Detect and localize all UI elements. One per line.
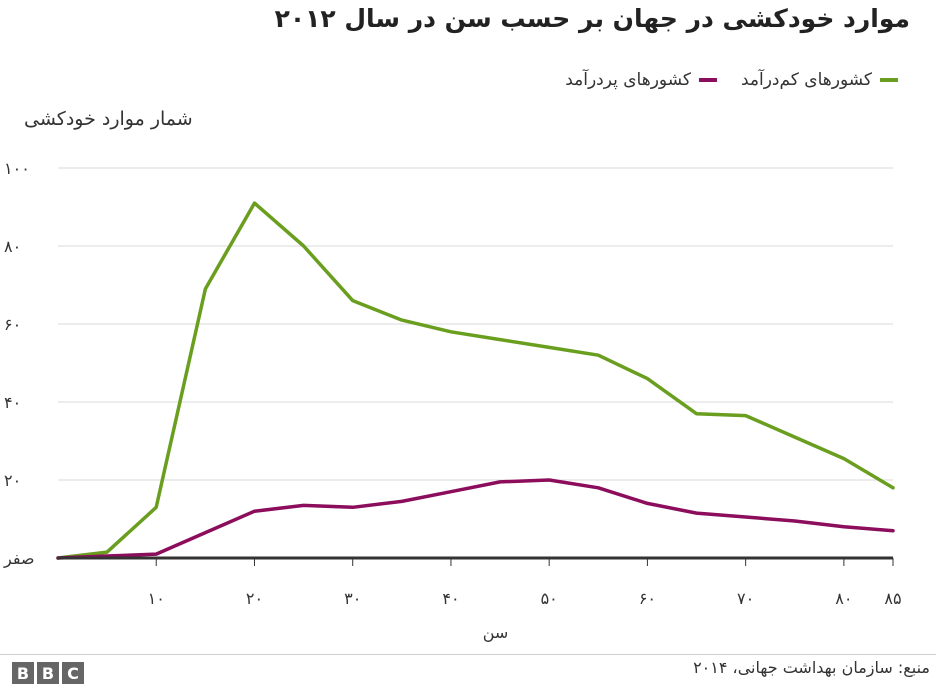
legend-item-low-income: کشورهای کم‌درآمد (741, 70, 898, 90)
bbc-logo-b2: B (37, 662, 59, 684)
x-tick-label: ۶۰ (639, 589, 656, 608)
series-line-high-income (56, 478, 895, 560)
y-axis-label: شمار موارد خودکشی (24, 108, 193, 130)
x-tick-label: ۸۰ (835, 589, 852, 608)
footer-divider (0, 654, 936, 655)
x-tick-label: ۴۰ (442, 589, 459, 608)
legend-swatch-low-income (880, 78, 898, 82)
bbc-logo-b1: B (12, 662, 34, 684)
y-tick-label: ۶۰ (4, 315, 21, 334)
source-note: منبع: سازمان بهداشت جهانی، ۲۰۱۴ (693, 658, 930, 677)
legend-item-high-income: کشورهای پردرآمد (565, 70, 717, 90)
legend-label-low-income: کشورهای کم‌درآمد (740, 70, 872, 90)
y-tick-label: ۴۰ (4, 393, 21, 412)
y-tick-label: ۱۰۰ (4, 159, 30, 178)
bbc-logo: B B C (12, 662, 84, 684)
y-tick-label: صفر (3, 549, 35, 569)
x-tick-label: ۷۰ (737, 589, 754, 608)
x-tick-label: ۱۰ (148, 589, 165, 608)
chart-title: موارد خودکشی در جهان بر حسب سن در سال ۲۰… (274, 4, 910, 33)
x-tick-label: ۸۵ (884, 589, 901, 608)
x-tick-label: ۵۰ (541, 589, 558, 608)
bbc-logo-c: C (62, 662, 84, 684)
legend-label-high-income: کشورهای پردرآمد (565, 70, 691, 90)
legend: کشورهای کم‌درآمد کشورهای پردرآمد (565, 70, 898, 90)
x-tick-label: ۳۰ (344, 589, 361, 608)
x-tick-label: ۲۰ (246, 589, 263, 608)
series-line-low-income (56, 201, 895, 560)
y-tick-label: ۸۰ (4, 237, 21, 256)
y-tick-label: ۲۰ (4, 471, 21, 490)
x-axis-label: سن (483, 623, 509, 643)
legend-swatch-high-income (698, 78, 717, 82)
